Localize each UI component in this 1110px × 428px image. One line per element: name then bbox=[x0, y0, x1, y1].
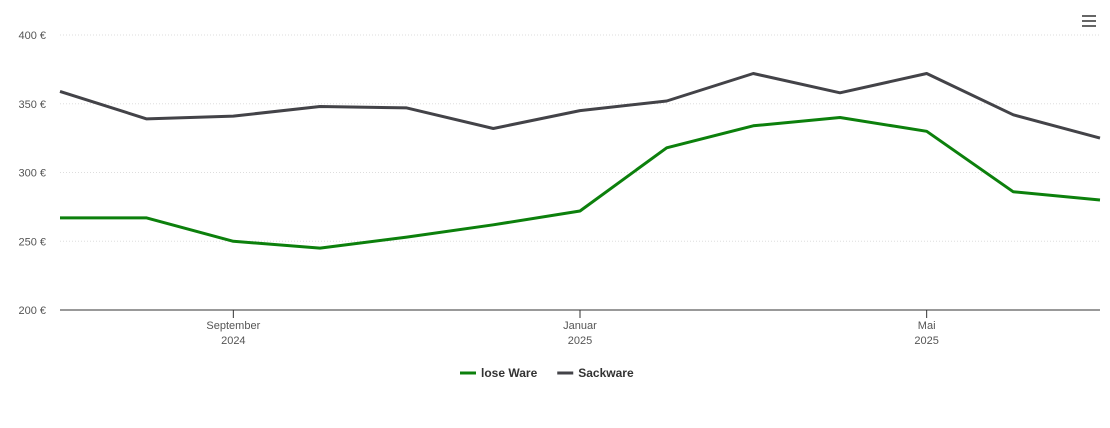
y-tick-label: 300 € bbox=[18, 168, 46, 180]
series-line bbox=[59, 72, 1101, 140]
y-tick-label: 350 € bbox=[18, 99, 46, 111]
y-tick-label: 250 € bbox=[18, 236, 46, 248]
y-tick-label: 200 € bbox=[18, 305, 46, 317]
x-tick-label: 2024 bbox=[221, 335, 245, 347]
menu-button[interactable] bbox=[1078, 10, 1100, 32]
legend-label: lose Ware bbox=[481, 366, 538, 380]
series-line bbox=[60, 116, 1101, 250]
legend-label: Sackware bbox=[578, 366, 634, 380]
y-tick-label: 400 € bbox=[18, 30, 46, 42]
x-tick-label: 2025 bbox=[914, 335, 938, 347]
x-tick-label: Januar bbox=[563, 320, 597, 332]
x-tick-label: Mai bbox=[918, 320, 936, 332]
x-tick-label: 2025 bbox=[568, 335, 592, 347]
x-tick-label: September bbox=[206, 320, 260, 332]
